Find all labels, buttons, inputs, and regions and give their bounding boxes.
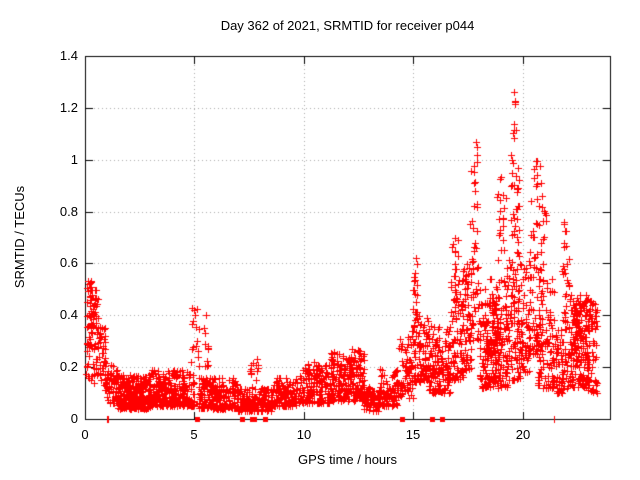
x-tick-label: 20 [515,427,531,442]
y-tick-label: 0.2 [59,359,78,374]
x-tick-label: 10 [296,427,312,442]
x-axis-label: GPS time / hours [298,452,397,467]
chart-title: Day 362 of 2021, SRMTID for receiver p04… [220,18,475,33]
y-tick-label: 0.4 [59,307,78,322]
y-tick-label: 0.6 [59,255,78,270]
x-tick-label: 0 [81,427,89,442]
y-tick-label: 0 [70,411,78,426]
y-tick-label: 0.8 [59,204,78,219]
y-tick-label: 1.2 [59,100,78,115]
y-tick-label: 1.4 [59,48,78,63]
y-tick-label: 1 [70,152,78,167]
x-tick-label: 15 [405,427,421,442]
x-tick-label: 5 [190,427,198,442]
